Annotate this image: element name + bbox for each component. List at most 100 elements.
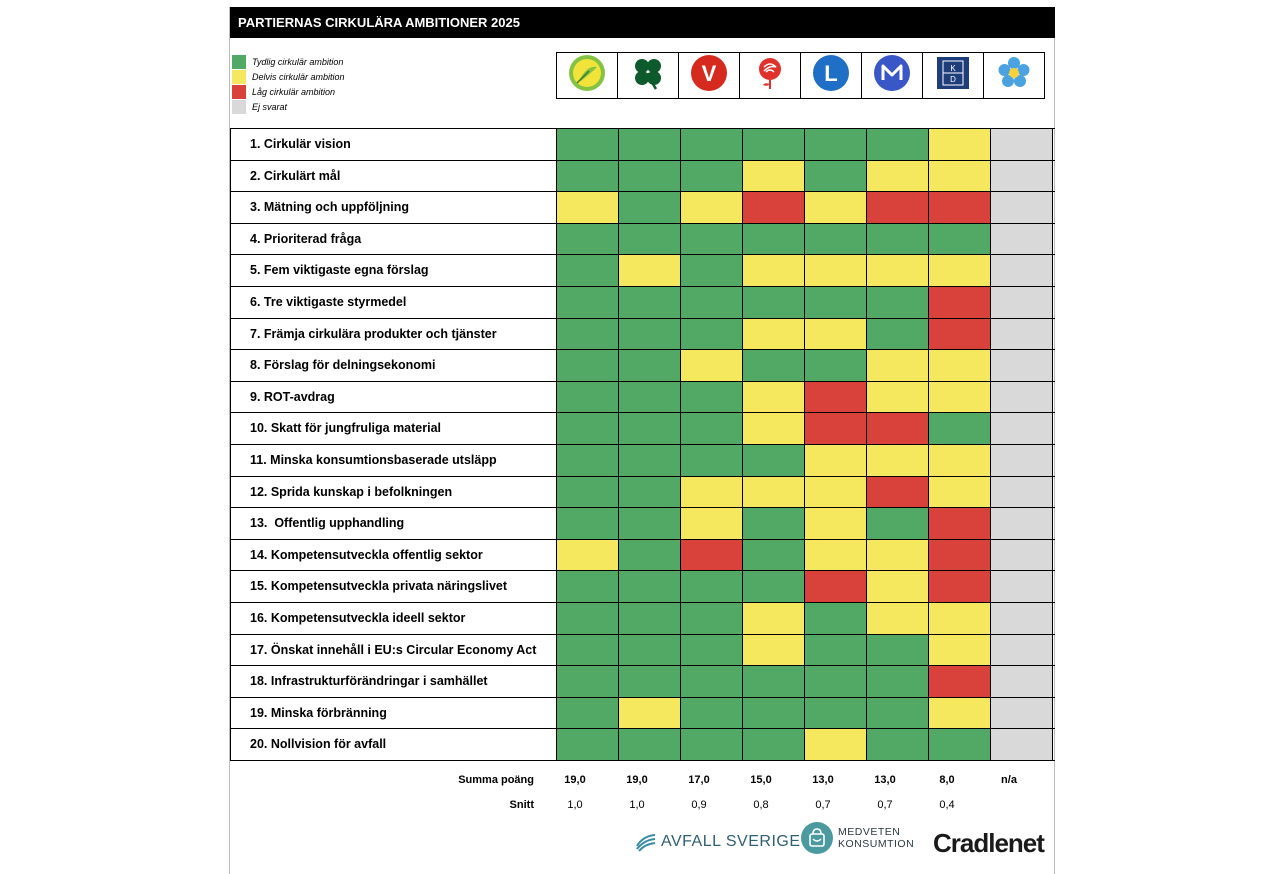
sum-value: 8,0 bbox=[939, 773, 955, 786]
rating-cell bbox=[557, 634, 619, 666]
row-label: 19. Minska förbränning bbox=[230, 697, 557, 729]
row-label: 16. Kompetensutveckla ideell sektor bbox=[230, 602, 557, 634]
legend-item: Låg cirkulär ambition bbox=[232, 84, 345, 99]
ambition-grid: 1. Cirkulär vision 2. Cirkulärt mål 3. Mät… bbox=[230, 128, 1055, 761]
rating-cell bbox=[805, 286, 867, 318]
party-logo-cell: L bbox=[800, 52, 862, 99]
legend-swatch bbox=[232, 69, 246, 84]
rating-cell bbox=[681, 255, 743, 286]
avg-value: 0,4 bbox=[939, 798, 955, 811]
rating-cell bbox=[805, 381, 867, 413]
svg-text:D: D bbox=[950, 75, 956, 84]
rating-cell bbox=[681, 508, 743, 539]
rating-cell bbox=[619, 381, 681, 413]
legend-label: Delvis cirkulär ambition bbox=[252, 71, 345, 82]
rating-cell bbox=[681, 571, 743, 602]
row-label: 12. Sprida kunskap i befolkningen bbox=[230, 476, 557, 508]
rating-cell bbox=[867, 634, 929, 666]
rating-cell bbox=[743, 255, 805, 286]
rating-cell bbox=[743, 729, 805, 760]
rating-cell bbox=[867, 286, 929, 318]
rating-cell bbox=[619, 539, 681, 571]
wave-icon bbox=[636, 834, 656, 852]
rating-cell bbox=[929, 539, 991, 571]
avfall-sverige-logo: AVFALL SVERIGE bbox=[635, 832, 801, 852]
rating-cell bbox=[619, 634, 681, 666]
row-label: 17. Önskat innehåll i EU:s Circular Econ… bbox=[230, 634, 557, 666]
table-row: 6. Tre viktigaste styrmedel bbox=[230, 286, 1055, 319]
rating-cell bbox=[929, 729, 991, 760]
row-label: 18. Infrastrukturförändringar i samhälle… bbox=[230, 666, 557, 697]
rating-cell bbox=[867, 129, 929, 160]
rating-cell bbox=[991, 192, 1053, 223]
rating-cell bbox=[743, 381, 805, 413]
table-row: 5. Fem viktigaste egna förslag bbox=[230, 255, 1055, 287]
rating-cell bbox=[867, 571, 929, 602]
rating-cell bbox=[929, 286, 991, 318]
legend-swatch bbox=[232, 99, 246, 114]
rating-cell bbox=[867, 318, 929, 350]
rating-cell bbox=[743, 508, 805, 539]
rating-cell bbox=[681, 286, 743, 318]
rating-cell bbox=[619, 350, 681, 381]
rating-cell bbox=[867, 255, 929, 286]
rating-cell bbox=[681, 223, 743, 255]
rating-cell bbox=[867, 666, 929, 697]
party-logo-cell bbox=[861, 52, 923, 99]
rating-cell bbox=[991, 350, 1053, 381]
sum-value: 17,0 bbox=[688, 773, 710, 786]
rating-cell bbox=[929, 160, 991, 192]
rating-cell bbox=[929, 602, 991, 634]
rating-cell bbox=[805, 350, 867, 381]
table-row: 11. Minska konsumtionsbaserade utsläpp bbox=[230, 444, 1055, 477]
rating-cell bbox=[557, 602, 619, 634]
rating-cell bbox=[805, 539, 867, 571]
centerpartiet-logo-icon bbox=[628, 53, 668, 98]
rating-cell bbox=[929, 129, 991, 160]
table-row: 19. Minska förbränning bbox=[230, 697, 1055, 730]
rating-cell bbox=[619, 286, 681, 318]
rating-cell bbox=[991, 571, 1053, 602]
rating-cell bbox=[867, 476, 929, 508]
rating-cell bbox=[557, 508, 619, 539]
row-label: 2. Cirkulärt mål bbox=[230, 160, 557, 192]
rating-cell bbox=[743, 634, 805, 666]
rating-cell bbox=[805, 413, 867, 444]
rating-cell bbox=[681, 318, 743, 350]
rating-cell bbox=[805, 223, 867, 255]
rating-cell bbox=[929, 318, 991, 350]
rating-cell bbox=[867, 381, 929, 413]
sum-value: 13,0 bbox=[874, 773, 896, 786]
avg-label: Snitt bbox=[509, 798, 534, 811]
rating-cell bbox=[557, 476, 619, 508]
rating-cell bbox=[805, 729, 867, 760]
row-label: 8. Förslag för delningsekonomi bbox=[230, 350, 557, 381]
avg-row: Snitt 1,0 1,0 0,9 0,8 0,7 0,7 0,4 bbox=[230, 792, 1055, 817]
svg-text:V: V bbox=[702, 61, 717, 86]
table-row: 8. Förslag för delningsekonomi bbox=[230, 350, 1055, 382]
sum-value: 19,0 bbox=[626, 773, 648, 786]
rating-cell bbox=[929, 634, 991, 666]
rating-cell bbox=[929, 350, 991, 381]
sum-value: 19,0 bbox=[564, 773, 586, 786]
row-label: 3. Mätning och uppföljning bbox=[230, 192, 557, 223]
liberalerna-logo-icon: L bbox=[811, 53, 851, 98]
socialdemokraterna-rose-icon bbox=[750, 53, 790, 98]
rating-cell bbox=[557, 129, 619, 160]
rating-cell bbox=[867, 729, 929, 760]
cradlenet-logo: Cradlenet bbox=[933, 828, 1045, 858]
moderaterna-logo-icon bbox=[872, 53, 912, 98]
rating-cell bbox=[867, 697, 929, 729]
legend-swatch bbox=[232, 84, 246, 99]
rating-cell bbox=[929, 413, 991, 444]
rating-cell bbox=[743, 602, 805, 634]
sponsor-logos: AVFALL SVERIGE MEDVETEN KONSUMTION Cradl… bbox=[635, 821, 1055, 871]
rating-cell bbox=[929, 571, 991, 602]
row-label: 11. Minska konsumtionsbaserade utsläpp bbox=[230, 444, 557, 476]
rating-cell bbox=[805, 602, 867, 634]
medveten-line1: MEDVETEN bbox=[838, 826, 901, 838]
rating-cell bbox=[743, 476, 805, 508]
sum-value: n/a bbox=[1001, 773, 1017, 786]
rating-cell bbox=[743, 318, 805, 350]
